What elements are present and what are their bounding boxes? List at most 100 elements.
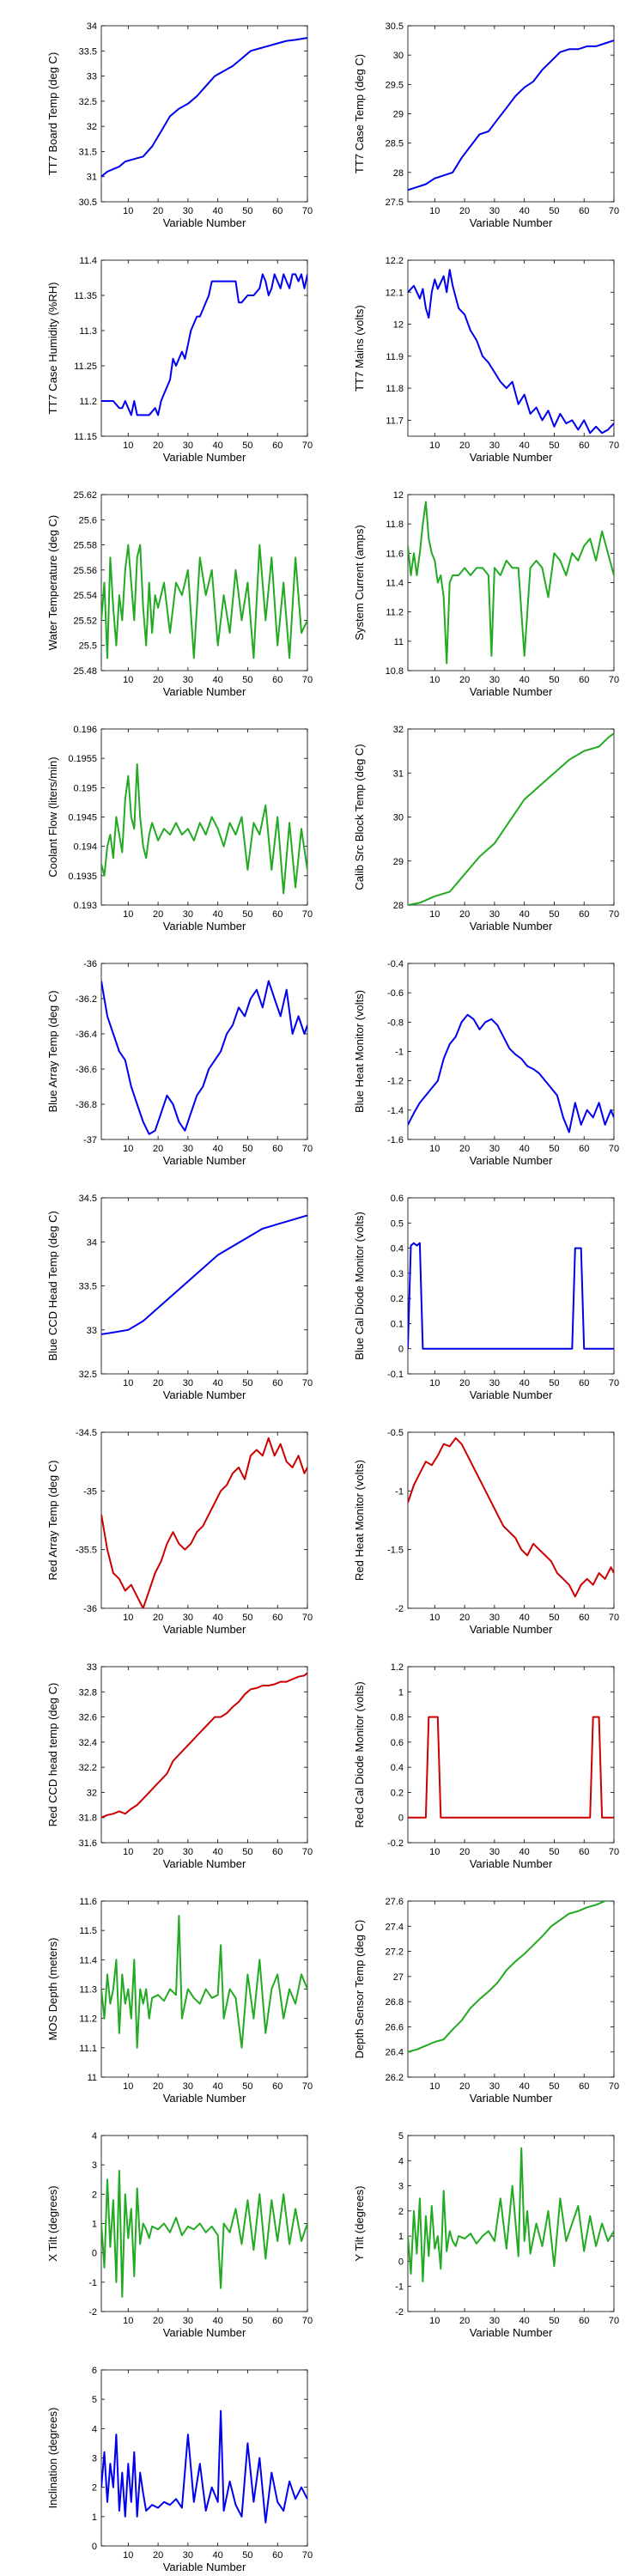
x-tick-label: 70	[302, 1847, 313, 1857]
y-tick-label: 32.5	[79, 97, 97, 107]
y-tick-label: 1	[92, 2220, 97, 2230]
y-tick-label: 11.4	[386, 579, 404, 589]
y-tick-label: 26.6	[386, 2022, 404, 2032]
x-tick-label: 60	[579, 909, 589, 920]
x-tick-label: 70	[302, 2316, 313, 2326]
x-tick-label: 30	[183, 2081, 193, 2092]
y-tick-label: 11.6	[79, 1897, 97, 1907]
y-tick-label: 10.8	[386, 666, 404, 677]
x-tick-label: 30	[489, 675, 500, 685]
x-tick-label: 60	[272, 2550, 283, 2561]
y-tick-label: 30.5	[386, 21, 404, 32]
x-tick-label: 40	[213, 909, 223, 920]
y-axis-label: MOS Depth (meters)	[46, 1938, 59, 2041]
x-tick-label: 30	[489, 440, 500, 451]
chart-p14: -2 -1.5 -1 -0.5 10 20 30 40 50 60 70 Variable Numbe…	[353, 1428, 619, 1636]
series-line	[101, 1915, 307, 2049]
y-tick-label: -0.6	[387, 988, 404, 999]
y-tick-label: 32	[87, 122, 97, 132]
x-axis-label: Variable Number	[470, 216, 553, 229]
y-tick-label: 32.2	[79, 1763, 97, 1773]
x-axis-label: Variable Number	[470, 2326, 553, 2339]
series-line	[408, 732, 614, 905]
y-tick-label: 11.3	[79, 1985, 97, 1996]
y-tick-label: 25.62	[73, 490, 97, 501]
x-tick-label: 70	[609, 440, 619, 451]
y-tick-label: 28.5	[386, 139, 404, 149]
y-tick-label: 12.2	[386, 256, 404, 266]
x-tick-label: 10	[429, 1847, 440, 1857]
y-axis-label: TT7 Case Temp (deg C)	[353, 54, 366, 173]
x-axis-label: Variable Number	[470, 1857, 553, 1870]
series-line	[101, 2170, 307, 2298]
x-tick-label: 50	[549, 909, 559, 920]
y-tick-label: 28	[393, 168, 404, 179]
x-tick-label: 60	[579, 440, 589, 451]
y-tick-label: 33	[87, 72, 97, 82]
x-axis-label: Variable Number	[163, 1857, 246, 1870]
plot-frame	[407, 1666, 615, 1844]
x-tick-label: 50	[549, 2316, 559, 2326]
plot-frame	[407, 1197, 615, 1375]
y-tick-label: 0.193	[73, 901, 97, 911]
x-tick-label: 20	[153, 1847, 163, 1857]
x-tick-label: 70	[609, 1378, 619, 1388]
chart-p11: 32.5 33 33.5 34 34.5 10 20 30 40 50 60 70 Variable N…	[46, 1194, 313, 1401]
y-tick-label: 0	[92, 2542, 97, 2552]
x-tick-label: 20	[153, 206, 163, 216]
x-tick-label: 40	[519, 675, 530, 685]
x-tick-label: 70	[302, 675, 313, 685]
y-tick-label: 0.5	[391, 1218, 404, 1229]
y-tick-label: 11.5	[79, 1926, 97, 1936]
y-tick-label: 25.48	[73, 666, 97, 677]
plot-frame	[100, 963, 308, 1140]
x-tick-label: 30	[183, 2550, 193, 2561]
x-tick-label: 50	[549, 2081, 559, 2092]
x-tick-label: 20	[153, 1378, 163, 1388]
y-axis-label: Blue Cal Diode Monitor (volts)	[353, 1212, 366, 1360]
x-tick-label: 20	[153, 2550, 163, 2561]
x-tick-label: 70	[609, 1847, 619, 1857]
y-tick-label: 29	[393, 857, 404, 867]
x-tick-label: 70	[609, 2316, 619, 2326]
x-tick-label: 10	[429, 909, 440, 920]
y-tick-label: -36.6	[76, 1065, 97, 1075]
y-tick-label: 29.5	[386, 80, 404, 90]
series-line	[101, 2409, 307, 2524]
y-tick-label: 32.4	[79, 1738, 97, 1748]
y-tick-label: 11	[88, 2073, 97, 2083]
y-tick-label: -2	[395, 2307, 404, 2318]
y-tick-label: -36.8	[76, 1100, 97, 1110]
x-tick-label: 70	[609, 675, 619, 685]
y-tick-label: 30.5	[79, 197, 97, 208]
y-tick-label: -2	[395, 1604, 404, 1614]
y-tick-label: 0	[398, 2257, 404, 2267]
y-tick-label: 26.2	[386, 2073, 404, 2083]
x-tick-label: 10	[123, 675, 133, 685]
x-tick-label: 70	[302, 1378, 313, 1388]
y-axis-label: System Current (amps)	[353, 525, 366, 640]
y-tick-label: 27.2	[386, 1947, 404, 1958]
x-tick-label: 50	[549, 1378, 559, 1388]
y-tick-label: 2	[398, 2207, 404, 2217]
x-tick-label: 50	[242, 675, 252, 685]
x-tick-label: 30	[183, 440, 193, 451]
y-tick-label: 3	[92, 2454, 97, 2464]
y-tick-label: -36.2	[76, 994, 97, 1005]
plot-frame	[407, 259, 615, 437]
x-tick-label: 60	[272, 909, 283, 920]
x-tick-label: 10	[123, 2550, 133, 2561]
y-tick-label: 31	[87, 173, 97, 183]
y-tick-label: -2	[88, 2307, 97, 2318]
x-tick-label: 20	[153, 1144, 163, 1154]
x-tick-label: 50	[549, 1144, 559, 1154]
y-tick-label: 28	[393, 901, 404, 911]
chart-p20: -2 -1 0 1 2 3 4 5 10 20 30 40 50 60 70 Variable Number Y…	[353, 2131, 619, 2339]
x-tick-label: 30	[489, 909, 500, 920]
x-axis-label: Variable Number	[163, 1154, 246, 1167]
x-tick-label: 20	[153, 675, 163, 685]
y-axis-label: Inclination (degrees)	[46, 2408, 59, 2509]
y-tick-label: -1.4	[387, 1106, 404, 1116]
x-tick-label: 50	[242, 206, 252, 216]
y-tick-label: 25.5	[79, 641, 97, 652]
